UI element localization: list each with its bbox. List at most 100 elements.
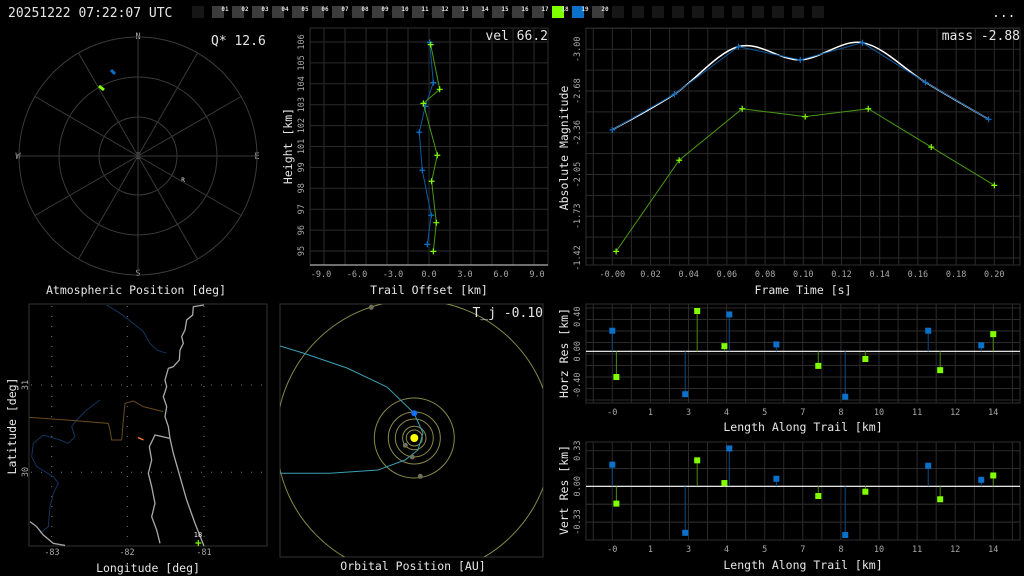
frame-empty[interactable] [612, 6, 624, 18]
frame-12[interactable] [432, 6, 444, 18]
coastline-estuary [147, 434, 171, 544]
data-point-blue [609, 126, 616, 133]
data-point-green [928, 144, 935, 151]
x-tick-label: 7 [800, 408, 805, 418]
x-tick-label: 0.14 [869, 270, 889, 280]
x-tick-label: 14 [988, 545, 998, 555]
y-tick-label: -2.68 [573, 78, 583, 104]
horz-res-xlabel: Length Along Trail [km] [723, 420, 882, 434]
x-tick-label: 0.16 [908, 270, 928, 280]
frame-04[interactable] [272, 6, 284, 18]
data-point-blue [985, 116, 992, 123]
x-tick-label: 6.0 [493, 270, 508, 280]
x-tick-label: -6.0 [347, 270, 367, 280]
sun [410, 434, 419, 442]
frame-10[interactable] [392, 6, 404, 18]
coastline [162, 304, 205, 547]
data-point-blue [797, 56, 804, 63]
x-tick-label: 12 [950, 545, 960, 555]
data-point-blue [428, 212, 435, 219]
data-point-blue [671, 91, 678, 98]
y-tick-label: 0.00 [573, 341, 583, 361]
frame-17[interactable] [532, 6, 544, 18]
frame-16[interactable] [512, 6, 524, 18]
frame-08[interactable] [352, 6, 364, 18]
frame-label: 19 [581, 6, 589, 13]
x-tick-label: 0.12 [831, 270, 851, 280]
velocity-metric: vel 66.2 [485, 29, 548, 44]
frame-18[interactable] [552, 6, 564, 18]
residual-point-green [721, 480, 728, 487]
frame-label: 10 [401, 6, 409, 13]
x-tick-label: -0 [607, 545, 617, 555]
x-tick-label: 11 [912, 408, 922, 418]
x-tick-label: -3.0 [383, 270, 403, 280]
y-tick-label: -2.36 [573, 120, 583, 146]
residual-point-blue [978, 476, 985, 483]
data-point-blue [430, 79, 437, 86]
track-blue [109, 68, 117, 76]
x-tick-label: 10 [874, 545, 884, 555]
frame-20[interactable] [592, 6, 604, 18]
residual-point-blue [726, 311, 733, 318]
frame-empty[interactable] [712, 6, 724, 18]
frame-empty[interactable] [192, 6, 204, 18]
lat-tick: 30 [21, 467, 31, 477]
residual-point-blue [978, 342, 985, 349]
orbit-frame [279, 303, 544, 558]
y-tick-label: 99 [297, 162, 307, 172]
frame-19[interactable] [572, 6, 584, 18]
x-tick-label: 0.08 [755, 270, 775, 280]
frame-empty[interactable] [692, 6, 704, 18]
residual-point-green [815, 362, 822, 369]
residual-point-green [721, 343, 728, 350]
frame-empty[interactable] [752, 6, 764, 18]
y-tick-label: -1.42 [573, 245, 583, 271]
residual-point-blue [682, 391, 689, 398]
magnitude-ylabel: Absolute Magnitude [557, 86, 571, 211]
residual-point-green [613, 374, 620, 381]
planet [368, 304, 374, 310]
station-marker: R [181, 177, 185, 184]
planet-orbit [373, 397, 455, 479]
frame-06[interactable] [312, 6, 324, 18]
trail-ylabel: Height [km] [281, 108, 295, 184]
x-tick-label: -0.00 [600, 270, 626, 280]
menu-button[interactable]: ... [992, 6, 1015, 21]
residual-point-green [937, 496, 944, 503]
x-tick-label: -9.0 [311, 270, 331, 280]
frame-07[interactable] [332, 6, 344, 18]
frame-label: 16 [521, 6, 529, 13]
data-point-green [428, 178, 435, 185]
y-tick-label: -1.73 [573, 203, 583, 229]
x-tick-label: 9.0 [529, 270, 544, 280]
frame-empty[interactable] [632, 6, 644, 18]
frame-02[interactable] [232, 6, 244, 18]
x-tick-label: 0.18 [946, 270, 966, 280]
frame-label: 09 [381, 6, 389, 13]
residual-point-green [990, 472, 997, 479]
frame-14[interactable] [472, 6, 484, 18]
tisserand-metric: T_j -0.10 [473, 306, 543, 321]
x-tick-label: 8 [838, 545, 843, 555]
frame-empty[interactable] [652, 6, 664, 18]
frame-09[interactable] [372, 6, 384, 18]
frame-01[interactable] [212, 6, 224, 18]
y-tick-label: 95 [297, 246, 307, 256]
frame-15[interactable] [492, 6, 504, 18]
frame-empty[interactable] [672, 6, 684, 18]
frame-label: 04 [281, 6, 289, 13]
data-point-green [420, 100, 427, 107]
frame-empty[interactable] [812, 6, 824, 18]
frame-empty[interactable] [792, 6, 804, 18]
frame-03[interactable] [252, 6, 264, 18]
frame-empty[interactable] [772, 6, 784, 18]
frame-05[interactable] [292, 6, 304, 18]
data-point-green [434, 152, 441, 159]
frame-13[interactable] [452, 6, 464, 18]
frame-label: 11 [421, 6, 429, 13]
frame-empty[interactable] [732, 6, 744, 18]
map-frame [28, 303, 268, 547]
data-point-green [613, 248, 620, 255]
frame-11[interactable] [412, 6, 424, 18]
